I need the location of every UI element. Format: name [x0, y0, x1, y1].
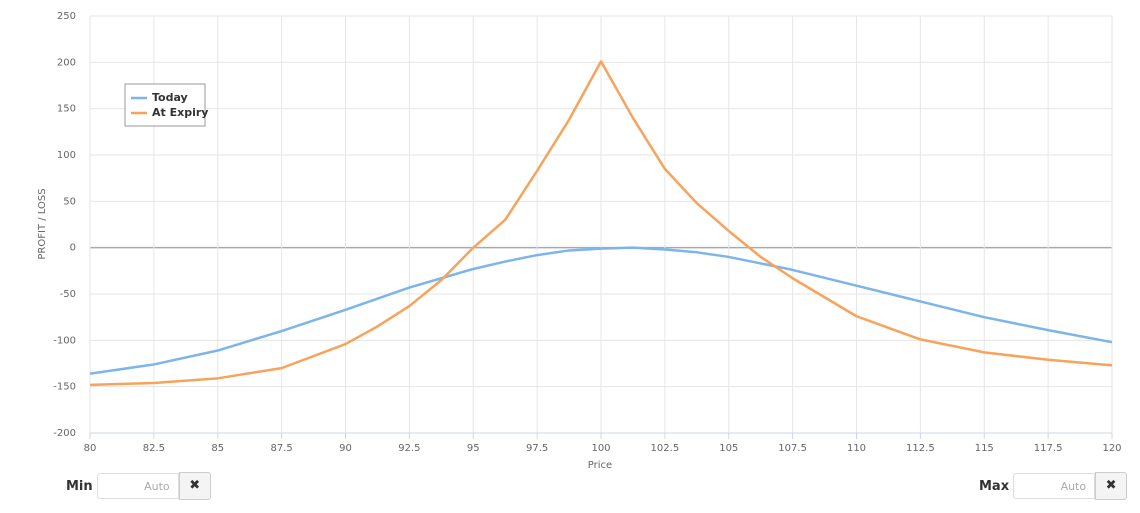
x-axis-label: Price [588, 460, 612, 470]
max-input[interactable]: Auto [1013, 473, 1096, 499]
x-tick-label: 112.5 [906, 443, 935, 454]
y-tick-label: 150 [57, 104, 76, 115]
x-tick-label: 100 [591, 443, 610, 454]
x-tick-label: 107.5 [778, 443, 807, 454]
x-tick-label: 90 [339, 443, 352, 454]
x-tick-label: 105 [719, 443, 738, 454]
y-tick-label: 0 [70, 243, 76, 254]
x-tick-label: 97.5 [526, 443, 548, 454]
y-tick-label: -50 [60, 289, 76, 300]
y-tick-label: -150 [53, 382, 76, 393]
x-tick-label: 85 [211, 443, 224, 454]
y-tick-label: 250 [57, 11, 76, 22]
x-tick-label: 95 [467, 443, 480, 454]
y-tick-label: 100 [57, 150, 76, 161]
y-axis-label: PROFIT / LOSS [37, 188, 48, 259]
line-series [89, 60, 1113, 387]
y-tick-label: -100 [53, 335, 76, 346]
legend: Today At Expiry [124, 83, 208, 127]
x-tick-label: 120 [1102, 443, 1121, 454]
min-clear-button[interactable]: ✖ [178, 472, 211, 500]
x-tick-label: 87.5 [270, 443, 292, 454]
chart: Price PROFIT / LOSS -200 -150 -100 -50 0 50 10… [37, 11, 1122, 470]
max-label: Max [979, 478, 1010, 494]
legend-label: At Expiry [152, 106, 208, 119]
x-tick-label: 82.5 [143, 443, 165, 454]
min-input[interactable]: Auto [96, 473, 179, 499]
x-tick-label: 110 [847, 443, 866, 454]
min-label: Min [66, 478, 93, 494]
x-tick-label: 115 [975, 443, 994, 454]
y-tick-label: 200 [57, 57, 76, 68]
x-tick-label: 117.5 [1034, 443, 1063, 454]
min-control: Min Auto ✖ [66, 472, 211, 500]
y-tick-label: 50 [63, 196, 76, 207]
y-tick-label: -200 [53, 428, 76, 439]
legend-label: Today [152, 91, 188, 104]
legend-box [124, 83, 206, 127]
x-tick-label: 80 [84, 443, 97, 454]
x-tick-label: 102.5 [651, 443, 680, 454]
max-clear-button[interactable]: ✖ [1095, 472, 1128, 500]
x-tick-label: 92.5 [398, 443, 420, 454]
line-series [89, 246, 1113, 375]
max-control: Max Auto ✖ [979, 472, 1128, 500]
